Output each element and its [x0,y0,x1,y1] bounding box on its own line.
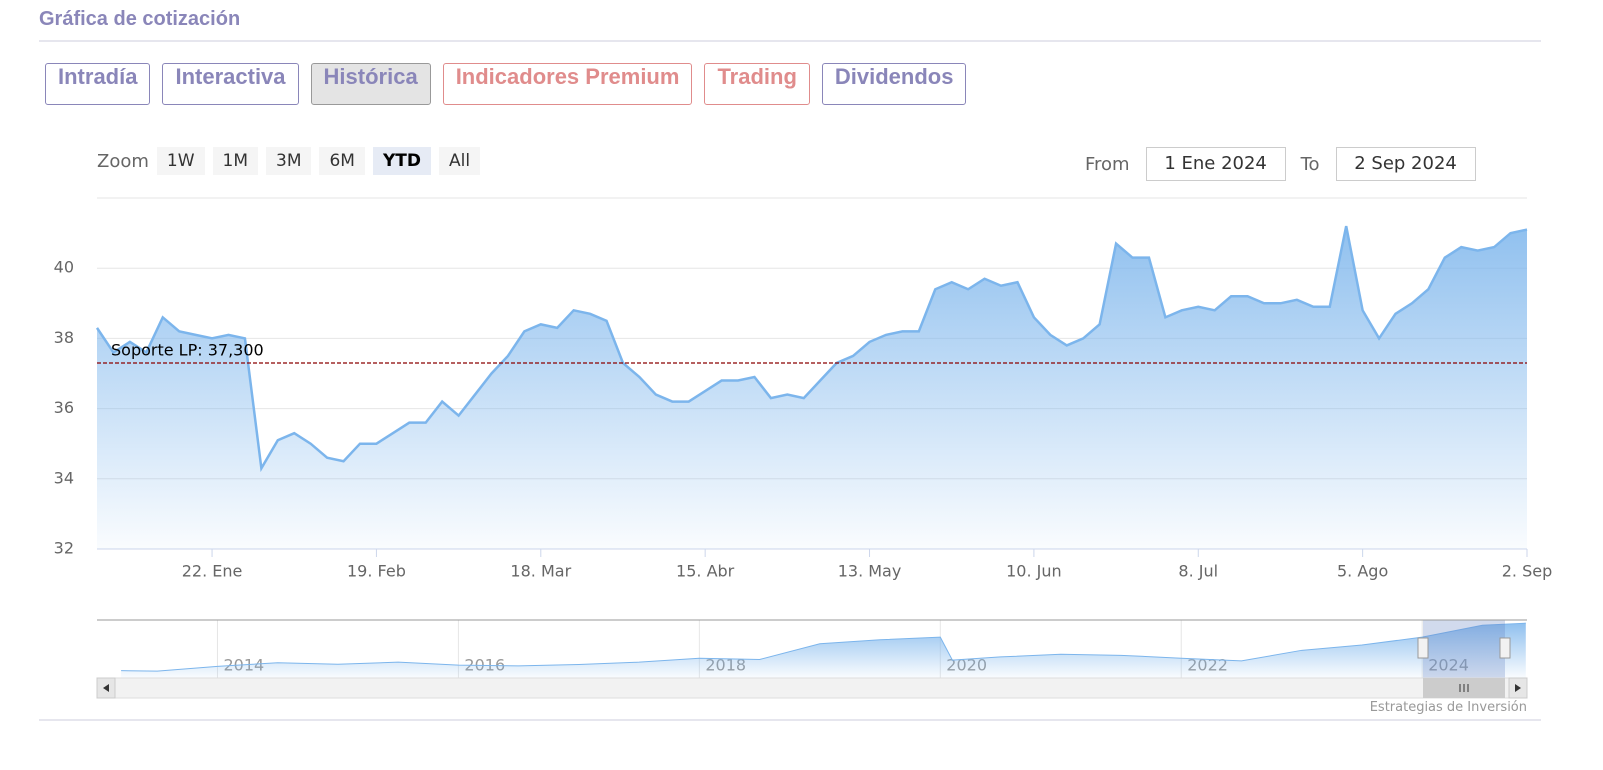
navigator-selection[interactable] [1423,620,1505,678]
zoom-button[interactable]: YTD [372,147,431,175]
price-line [95,225,1528,473]
from-label: From [1085,153,1130,175]
thumb-grip [1459,684,1469,692]
tab[interactable]: Histórica [310,63,431,105]
zoom-button[interactable]: 1M [212,147,258,175]
price-line [121,622,1526,672]
to-label: To [1300,153,1320,175]
x-tick-label: 22. Ene [182,562,243,581]
x-tick-label: 19. Feb [347,562,406,581]
tab[interactable]: Indicadores Premium [442,63,693,105]
zoom-bar: Zoom 1W 1M 3M 6M YTD All [97,147,481,175]
area-fill [121,623,1526,678]
y-tick-label: 34 [54,468,74,487]
zoom-label: Zoom [97,150,149,172]
zoom-button[interactable]: 3M [266,147,312,175]
navigator-handle[interactable] [1417,637,1429,659]
x-tick-label: 13. May [838,562,902,581]
from-input[interactable]: 1 Ene 2024 [1145,147,1286,181]
tab[interactable]: Trading [704,63,810,105]
x-tick-label: 2. Sep [1502,562,1553,581]
to-input[interactable]: 2 Sep 2024 [1335,147,1476,181]
support-label: Soporte LP: 37,300 [111,340,264,359]
scrollbar-track[interactable] [96,677,1528,699]
tab[interactable]: Dividendos [821,63,967,105]
main-chart: 32 34 36 38 40 22. Ene 19. Feb 18. Mar 15. Abr 13… [54,225,1553,581]
arrow-right [1515,684,1521,692]
y-tick-label: 38 [54,328,74,347]
tab[interactable]: Interactiva [162,63,299,105]
y-tick-label: 40 [54,258,74,277]
x-tick-label: 10. Jun [1006,562,1062,581]
zoom-button[interactable]: All [439,147,481,175]
tabs: Intradía Interactiva Histórica Indicadores … [45,63,967,105]
navigator: 201420162018202020222024 [121,620,1526,678]
x-tick-label: 5. Ago [1337,562,1388,581]
page-title: Gráfica de cotización [39,8,241,30]
tab[interactable]: Intradía [45,63,151,105]
zoom-button[interactable]: 6M [319,147,365,175]
range-inputs: From 1 Ene 2024 To 2 Sep 2024 [1085,147,1491,181]
arrow-left [103,684,109,692]
x-tick-label: 8. Jul [1178,562,1218,581]
navigator-handle[interactable] [1499,637,1511,659]
credit: Estrategias de Inversión [1369,700,1527,715]
x-tick-label: 18. Mar [510,562,571,581]
y-tick-label: 32 [54,539,74,558]
y-tick-label: 36 [54,398,74,417]
x-tick-label: 15. Abr [676,562,735,581]
zoom-button[interactable]: 1W [156,147,205,175]
area-fill [97,226,1527,549]
